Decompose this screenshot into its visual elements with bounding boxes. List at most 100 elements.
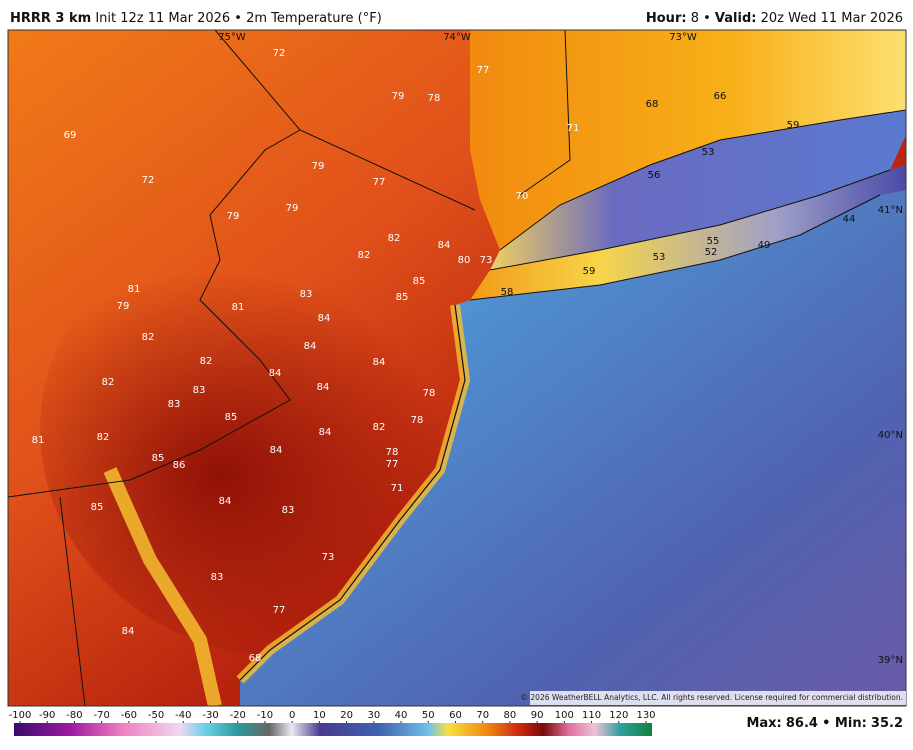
max-value: 86.4 <box>786 716 818 731</box>
temperature-label: 83 <box>193 385 206 396</box>
temperature-label: 81 <box>32 435 45 446</box>
map <box>8 30 906 706</box>
temperature-label: 77 <box>273 605 286 616</box>
long-island-sound <box>490 110 906 270</box>
temperature-label: 79 <box>227 211 240 222</box>
temperature-label: 82 <box>102 377 115 388</box>
stats: Max: 86.4 • Min: 35.2 <box>746 716 903 731</box>
temperature-label: 80 <box>458 255 471 266</box>
temperature-label: 83 <box>211 572 224 583</box>
temperature-label: 53 <box>653 252 666 263</box>
colorbar-ticks: -100 -90 -80 -70 -60 -50 -40 -30 -20 -10 0 10 20 30 40… <box>9 710 656 723</box>
temperature-label: 84 <box>270 445 283 456</box>
temperature-label: 79 <box>312 161 325 172</box>
max-label: Max: <box>746 716 781 731</box>
temperature-label: 85 <box>413 276 426 287</box>
map-frame <box>7 29 907 707</box>
colorbar-tick-label: 60 <box>449 710 462 721</box>
temperature-label: 85 <box>396 292 409 303</box>
temperature-label: 70 <box>516 191 529 202</box>
model-name: HRRR 3 km <box>10 11 91 26</box>
colorbar-tick-label: 0 <box>289 710 295 721</box>
init-info: Init 12z 11 Mar 2026 • 2m Temperature (°… <box>95 11 381 26</box>
temperature-label: 78 <box>423 388 436 399</box>
colorbar-tick-label: 120 <box>609 710 628 721</box>
temperature-label: 78 <box>428 93 441 104</box>
temperature-label: 73 <box>480 255 493 266</box>
temperature-label: 52 <box>705 247 718 258</box>
temperature-label: 79 <box>392 91 405 102</box>
temperature-label: 84 <box>304 341 317 352</box>
coordinate-label: 39°N <box>878 655 903 666</box>
colorbar-tick-label: -10 <box>257 710 273 721</box>
colorbar-tick-label: 130 <box>636 710 655 721</box>
coordinate-label: 73°W <box>669 32 697 43</box>
temperature-label: 84 <box>438 240 451 251</box>
temperature-label: 85 <box>91 502 104 513</box>
temperature-label: 77 <box>386 459 399 470</box>
temperature-label: 55 <box>707 236 720 247</box>
ocean <box>240 190 906 706</box>
ct-shore <box>499 109 906 251</box>
temperature-label: 56 <box>648 170 661 181</box>
temperature-labels: 72 77 79 78 71 68 66 59 69 72 79 77 53 56 70 79 79 44 82 84… <box>32 48 856 664</box>
colorbar-tick-label: 10 <box>313 710 326 721</box>
temperature-label: 82 <box>388 233 401 244</box>
colorbar-tick-label: -20 <box>230 710 246 721</box>
state-borders <box>8 30 571 706</box>
temperature-label: 84 <box>122 626 135 637</box>
colorbar-tick-label: 90 <box>531 710 544 721</box>
colorbar-tick-label: 50 <box>422 710 435 721</box>
colorbar-tick-label: -50 <box>148 710 164 721</box>
min-value: 35.2 <box>871 716 903 731</box>
temperature-label: 66 <box>714 91 727 102</box>
temperature-label: 82 <box>200 356 213 367</box>
temperature-label: 82 <box>97 432 110 443</box>
temperature-label: 83 <box>300 289 313 300</box>
colorbar-tick-label: 80 <box>504 710 517 721</box>
temperature-label: 82 <box>373 422 386 433</box>
colorbar-tick-label: -30 <box>202 710 218 721</box>
coastline <box>239 304 466 681</box>
coordinate-label: 75°W <box>218 32 246 43</box>
coordinate-label: 40°N <box>878 430 903 441</box>
credit: © 2026 WeatherBELL Analytics, LLC. All r… <box>521 693 903 702</box>
temperature-label: 58 <box>501 287 514 298</box>
min-label: • Min: <box>822 716 867 731</box>
colorbar-tick-label: 30 <box>367 710 380 721</box>
temperature-label: 49 <box>758 240 771 251</box>
temperature-label: 84 <box>373 357 386 368</box>
li-north-shore <box>489 169 891 271</box>
temperature-label: 85 <box>225 412 238 423</box>
hour-value: 8 • <box>691 11 711 26</box>
temperature-label: 53 <box>702 147 715 158</box>
temperature-label: 84 <box>318 313 331 324</box>
credit-bg <box>530 691 906 705</box>
temperature-label: 85 <box>152 453 165 464</box>
temperature-label: 79 <box>286 203 299 214</box>
temperature-label: 78 <box>411 415 424 426</box>
colorbar-tick-label: 70 <box>476 710 489 721</box>
long-island <box>470 165 906 300</box>
colorbar-tick-label: 100 <box>555 710 574 721</box>
temperature-label: 73 <box>322 552 335 563</box>
temperature-label: 84 <box>317 382 330 393</box>
colorbar-tick-label: -80 <box>66 710 82 721</box>
temperature-label: 71 <box>391 483 404 494</box>
colorbar-tick-label: -40 <box>175 710 191 721</box>
temperature-label: 86 <box>173 460 186 471</box>
temperature-label: 59 <box>787 120 800 131</box>
header-right: Hour: 8 • Valid: 20z Wed 11 Mar 2026 <box>646 11 903 26</box>
temperature-label: 72 <box>273 48 286 59</box>
temperature-label: 71 <box>567 123 580 134</box>
temperature-label: 72 <box>142 175 155 186</box>
coordinate-label: 41°N <box>878 205 903 216</box>
header-left: HRRR 3 km Init 12z 11 Mar 2026 • 2m Temp… <box>10 11 382 26</box>
temperature-label: 78 <box>386 447 399 458</box>
temperature-label: 68 <box>646 99 659 110</box>
temperature-label: 84 <box>319 427 332 438</box>
colorbar-tick-label: -90 <box>39 710 55 721</box>
valid-label: Valid: <box>715 11 757 26</box>
colorbar <box>14 723 652 736</box>
